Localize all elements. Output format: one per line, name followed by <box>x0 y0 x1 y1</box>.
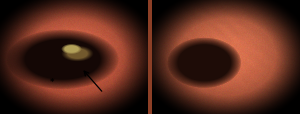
Text: *: * <box>50 78 54 87</box>
